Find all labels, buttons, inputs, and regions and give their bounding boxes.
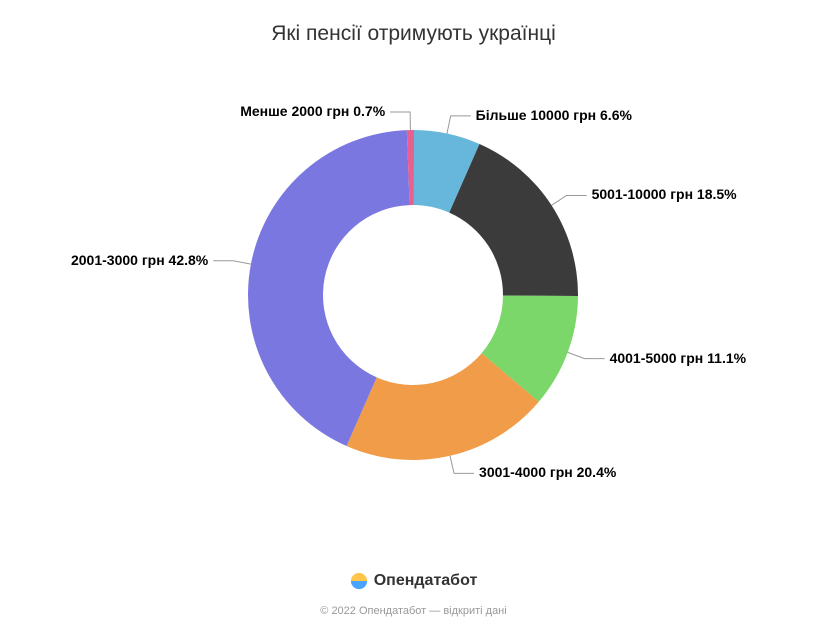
chart-title: Які пенсії отримують українці [0, 22, 827, 46]
leader-line [450, 456, 474, 474]
slice-label: Менше 2000 грн 0.7% [240, 103, 385, 119]
donut-chart: Більше 10000 грн 6.6% 5001-10000 грн 18.5… [0, 60, 827, 530]
slice-label: 4001-5000 грн 11.1% [610, 350, 747, 366]
leader-line [568, 352, 605, 358]
leader-line [213, 261, 251, 264]
brand-name: Опендатабот [374, 572, 478, 590]
brand-icon [350, 572, 368, 590]
leader-line [390, 112, 410, 130]
slice-label: 3001-4000 грн 20.4% [479, 464, 616, 480]
slice-label: 2001-3000 грн 42.8% [71, 252, 208, 268]
leader-line [551, 195, 586, 205]
slice-label: Більше 10000 грн 6.6% [476, 107, 632, 123]
leader-line [447, 116, 471, 134]
chart-container: Які пенсії отримують українці Більше 100… [0, 0, 827, 625]
slice-label: 5001-10000 грн 18.5% [592, 186, 737, 202]
donut-svg [0, 60, 827, 530]
brand: Опендатабот [350, 572, 478, 590]
brand-footer: Опендатабот [0, 572, 827, 595]
copyright: © 2022 Опендатабот — відкриті дані [0, 605, 827, 617]
